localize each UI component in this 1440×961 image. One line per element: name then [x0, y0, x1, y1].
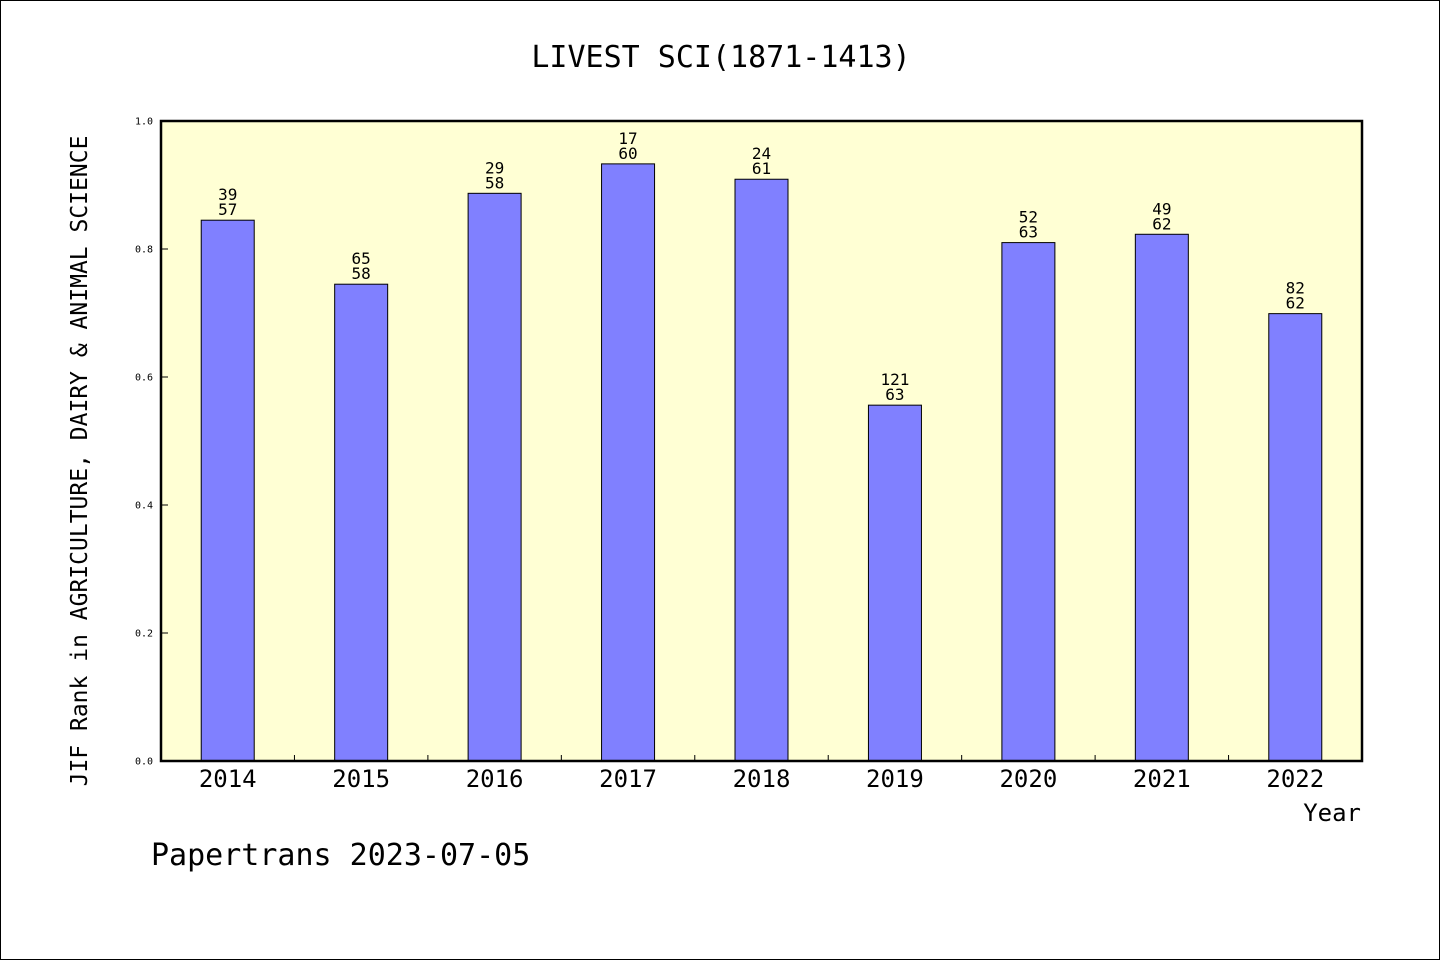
bars [200, 163, 1323, 762]
bar-2020 [1001, 242, 1056, 762]
rank-label: 29 [485, 158, 504, 177]
y-tick-label: 0.4 [135, 501, 153, 512]
bar-2021 [1134, 233, 1189, 762]
rank-label: 65 [352, 249, 371, 268]
y-tick-label: 0.0 [135, 757, 153, 768]
x-tick-label: 2018 [733, 765, 791, 793]
bar-2015 [334, 283, 389, 762]
footer-text: Papertrans 2023-07-05 [151, 838, 530, 873]
total-label: 57 [218, 200, 237, 219]
y-tick-label: 0.8 [135, 245, 153, 256]
bar-2019 [867, 404, 922, 762]
bar-2022 [1268, 313, 1323, 762]
y-tick-label: 0.2 [135, 629, 153, 640]
rank-label: 49 [1152, 199, 1171, 218]
x-tick-label: 2019 [866, 765, 924, 793]
rank-label: 52 [1019, 208, 1038, 227]
rank-label: 82 [1286, 279, 1305, 298]
plot-border [159, 119, 1364, 763]
rank-label: 121 [880, 370, 909, 389]
total-label: 61 [752, 159, 771, 178]
x-tick-label: 2017 [599, 765, 657, 793]
x-tick-label: 2016 [466, 765, 524, 793]
x-tick-label: 2014 [199, 765, 257, 793]
rank-label: 24 [752, 144, 771, 163]
total-label: 63 [1019, 223, 1038, 242]
y-axis-label: JIF Rank in AGRICULTURE, DAIRY & ANIMAL … [67, 136, 93, 787]
x-axis-ticks: 2014 2015 2016 2017 2018 2019 2020 2021 2022 [199, 755, 1324, 793]
rank-label: 39 [218, 185, 237, 204]
total-label: 58 [485, 173, 504, 192]
bar-2016 [467, 192, 522, 762]
total-label: 60 [618, 144, 637, 163]
total-label: 62 [1152, 214, 1171, 233]
rank-label: 17 [618, 129, 637, 148]
total-label: 63 [885, 385, 904, 404]
bar-2017 [601, 163, 656, 762]
x-tick-label: 2022 [1266, 765, 1324, 793]
x-tick-label: 2021 [1133, 765, 1191, 793]
total-label: 62 [1286, 294, 1305, 313]
y-tick-label: 1.0 [135, 117, 153, 128]
bar-2014 [200, 219, 255, 762]
x-tick-label: 2015 [332, 765, 390, 793]
y-tick-label: 0.6 [135, 373, 153, 384]
bar-2018 [734, 178, 789, 762]
x-tick-label: 2020 [999, 765, 1057, 793]
chart-title: LIVEST SCI(1871-1413) [531, 40, 910, 75]
x-axis-label: Year [1303, 799, 1361, 827]
total-label: 58 [352, 264, 371, 283]
